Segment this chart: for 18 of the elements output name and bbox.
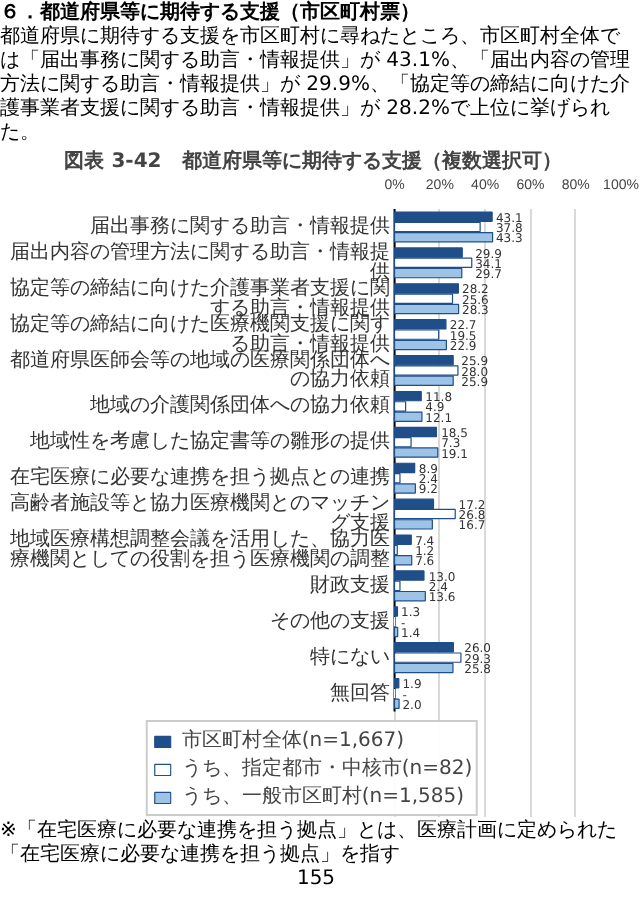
y-tick-label: 届出事務に関する助言・情報提供 xyxy=(90,213,390,238)
y-tick-label: 在宅医療に必要な連携を担う拠点との連携 xyxy=(10,465,390,490)
y-tick-label: 特にない xyxy=(310,644,390,669)
text: 155 xyxy=(296,868,336,892)
legend-label: 市区町村全体(n=1,667) xyxy=(181,727,405,754)
y-tick-label: 地域性を考慮した協定書等の雛形の提供 xyxy=(28,429,390,454)
y-tick-label: 地域の介護関係団体への協力依頼 xyxy=(88,393,390,418)
chart-title: 図表 3-42 都道府県等に期待する支援（複数選択可） xyxy=(64,149,562,173)
bar xyxy=(393,698,400,710)
text: 都道府県に期待する支援を市区町村に尋ねたところ、市区町村全体では「届出事務に関する助言・情報提供」が 43.1%、「届出内容の管理方法に関する助言・情報提供」が 29.9%、「協定等の締結に向けた介護事業者支援に関する助言・情報提供」が 28.2%で上位に挙げられた。 xyxy=(0,26,632,146)
bar xyxy=(393,678,400,689)
y-tick-label: 無回答 xyxy=(330,680,390,705)
legend-label: うち、指定都市・中核市(n=82) xyxy=(181,755,473,782)
text: ６．都道府県等に期待する支援（市区町村票） xyxy=(0,0,420,25)
y-tick-label: 財政支援 xyxy=(310,572,390,597)
y-tick-label: その他の支援 xyxy=(270,608,390,633)
legend-label: うち、一般市区町村(n=1,585) xyxy=(181,783,465,810)
text: ※「在宅医療に必要な連携を担う拠点」とは、医療計画に定められた「在宅医療に必要な連携を担う拠点」を指す xyxy=(0,820,619,868)
